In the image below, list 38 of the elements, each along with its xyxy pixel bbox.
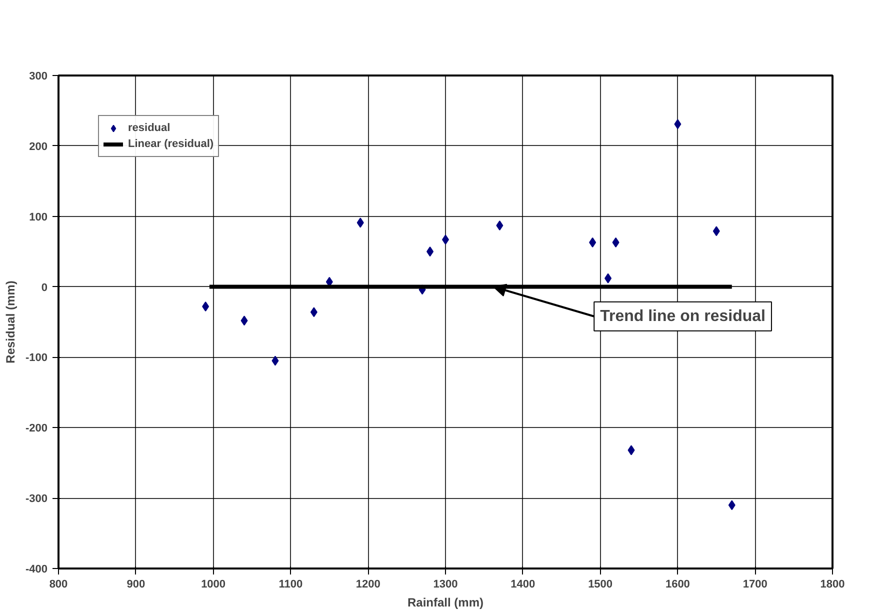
y-tick-label: 100: [29, 211, 48, 224]
point: [712, 226, 720, 236]
y-tick-label: -300: [25, 493, 48, 506]
x-tick-label: 1800: [820, 578, 845, 590]
point: [604, 273, 612, 284]
y-tick-label: 300: [29, 70, 48, 82]
x-tick-label: 1200: [356, 578, 380, 590]
y-tick-label: -200: [25, 422, 48, 435]
point: [628, 445, 635, 456]
point: [272, 356, 279, 366]
point: [356, 218, 364, 228]
x-tick-label: 900: [126, 578, 146, 590]
point: [674, 119, 682, 130]
x-tick-label: 1600: [665, 578, 690, 590]
point: [496, 220, 504, 231]
y-tick-label: -100: [25, 352, 48, 364]
x-tick-label: 1500: [588, 578, 613, 590]
point: [728, 500, 736, 510]
legend-label: residual: [128, 121, 170, 136]
x-tick-label: 1300: [433, 578, 458, 590]
x-tick-label: 1400: [510, 578, 536, 590]
point: [310, 307, 318, 318]
x-tick-label: 800: [49, 578, 68, 590]
y-tick-label: -400: [25, 564, 48, 576]
y-tick-label: 0: [41, 282, 48, 294]
point: [589, 237, 596, 248]
x-tick-label: 1100: [278, 578, 303, 590]
x-axis-title: Rainfall (mm): [407, 596, 484, 610]
point: [240, 316, 248, 326]
y-axis-title: Residual (mm): [3, 280, 18, 364]
point: [426, 246, 434, 257]
x-tick-label: 1700: [742, 578, 768, 590]
annotation: Trend line on residual: [600, 308, 766, 325]
point: [612, 237, 620, 248]
x-tick-label: 1000: [201, 578, 226, 590]
legend-label: Linear (residual): [128, 137, 214, 152]
point: [202, 302, 210, 312]
y-tick-label: 200: [29, 140, 48, 153]
